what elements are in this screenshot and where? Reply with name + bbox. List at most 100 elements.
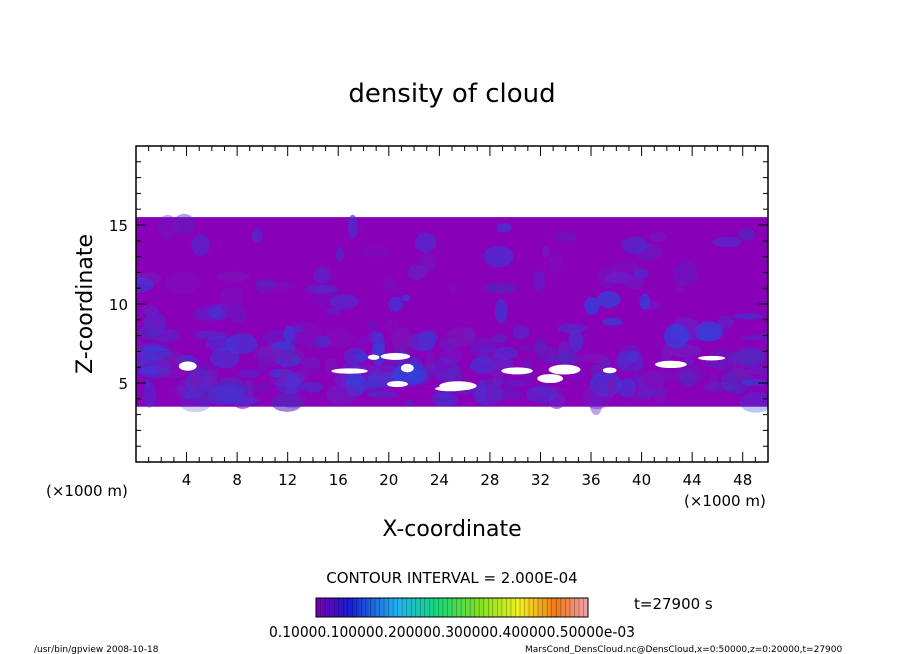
cloud-blob: [478, 345, 495, 354]
cloud-blob: [313, 266, 332, 284]
cloud-blob: [371, 330, 381, 351]
clear-gap: [400, 363, 414, 373]
cloud-blob: [588, 383, 603, 392]
y-axis-units: (×1000 m): [46, 482, 128, 500]
cloud-blob: [280, 349, 296, 361]
cloud-blob: [190, 371, 201, 390]
x-tick-label: 8: [232, 471, 242, 489]
cloud-blob: [252, 344, 284, 363]
cloud-blob: [694, 321, 723, 342]
cloud-blob: [568, 329, 584, 353]
cloud-blob: [358, 336, 369, 346]
x-axis: 4 8 12 16 20 24 28 32 36 40 44 48: [148, 146, 756, 489]
cloud-blob: [207, 385, 241, 406]
cloud-blob: [675, 280, 685, 294]
clear-gap: [602, 367, 617, 374]
cloud-blob: [217, 271, 250, 283]
cloud-blob: [738, 369, 754, 379]
cloud-blob: [254, 278, 278, 288]
cloud-blob: [621, 236, 648, 254]
cloud-blob: [732, 313, 763, 320]
x-tick-label: 24: [430, 471, 449, 489]
cloud-blob: [251, 227, 263, 243]
cloud-blob: [602, 317, 623, 326]
cloud-blob: [417, 329, 436, 351]
cloud-blob: [366, 391, 399, 398]
cloud-blob: [290, 325, 304, 333]
cloud-blob: [469, 336, 498, 359]
cloud-blob: [139, 325, 159, 340]
cloud-blob: [494, 298, 508, 324]
cloud-blob: [285, 373, 299, 396]
cloud-blob: [140, 305, 160, 315]
cloud-field: [136, 213, 768, 416]
cloud-blob: [192, 330, 229, 340]
cloud-blob: [416, 364, 432, 371]
cloud-layer: [136, 217, 768, 407]
cloud-blob: [627, 384, 653, 403]
cloud-blob: [301, 381, 324, 393]
x-tick-label: 32: [531, 471, 550, 489]
y-tick-label: 15: [109, 217, 128, 235]
cloud-blob: [469, 357, 496, 374]
cloud-blob: [548, 392, 566, 409]
cloud-blob: [617, 378, 636, 398]
clear-gap: [367, 354, 380, 360]
cloud-blob: [361, 245, 391, 258]
cloud-blob: [497, 222, 512, 233]
cloud-blob: [658, 388, 669, 395]
clear-gap: [501, 367, 533, 375]
cloud-blob: [712, 236, 742, 248]
cloud-blob: [287, 344, 297, 362]
cloud-blob: [739, 391, 768, 413]
cloud-blob: [176, 386, 186, 400]
cloud-blob: [427, 329, 439, 343]
cloud-blob: [720, 368, 752, 394]
cloud-blob: [136, 276, 154, 293]
cloud-blob: [307, 342, 328, 349]
cloud-blob: [505, 379, 534, 388]
cloud-blob: [633, 268, 649, 279]
cloud-blob: [492, 371, 504, 387]
cloud-blob: [435, 387, 457, 404]
cloud-blob: [614, 350, 645, 373]
cloud-blob: [143, 379, 152, 386]
colorbar: [315, 597, 589, 618]
time-label: t=27900 s: [634, 595, 713, 613]
cloud-blob: [575, 353, 610, 364]
cloud-blob: [157, 350, 179, 361]
cloud-blob: [291, 369, 312, 381]
cloud-blob: [491, 333, 508, 343]
cloud-blob: [388, 296, 404, 312]
cloud-blob: [639, 370, 665, 394]
cloud-blob: [382, 277, 398, 293]
clear-gap: [548, 364, 581, 375]
cloud-blob: [448, 284, 458, 294]
clear-gap: [439, 381, 477, 391]
cloud-blob: [483, 282, 519, 294]
cloud-blob: [138, 343, 163, 352]
cloud-blob: [596, 266, 619, 289]
cloud-blob: [606, 377, 617, 398]
cloud-blob: [639, 293, 651, 310]
cloud-blob: [533, 386, 568, 395]
cloud-blob: [407, 264, 426, 281]
cloud-blob: [730, 349, 766, 366]
cloud-blob: [475, 379, 488, 404]
cloud-blob: [136, 337, 143, 358]
footer-right: MarsCond_DensCloud.nc@DensCloud,x=0:5000…: [525, 645, 842, 654]
cloud-blob: [404, 399, 414, 407]
cloud-blob: [391, 327, 414, 352]
cloud-blob: [738, 227, 755, 242]
cloud-blob: [436, 400, 457, 407]
cloud-blob: [525, 385, 558, 404]
x-axis-units: (×1000 m): [684, 492, 766, 510]
cloud-blob: [329, 294, 359, 310]
cloud-blob: [374, 332, 386, 358]
x-axis-label: X-coordinate: [382, 517, 521, 542]
cloud-blob: [210, 303, 231, 321]
cloud-blob: [407, 332, 436, 352]
cloud-blob: [708, 372, 719, 391]
cloud-blob: [445, 364, 463, 387]
cloud-blob: [618, 344, 642, 363]
